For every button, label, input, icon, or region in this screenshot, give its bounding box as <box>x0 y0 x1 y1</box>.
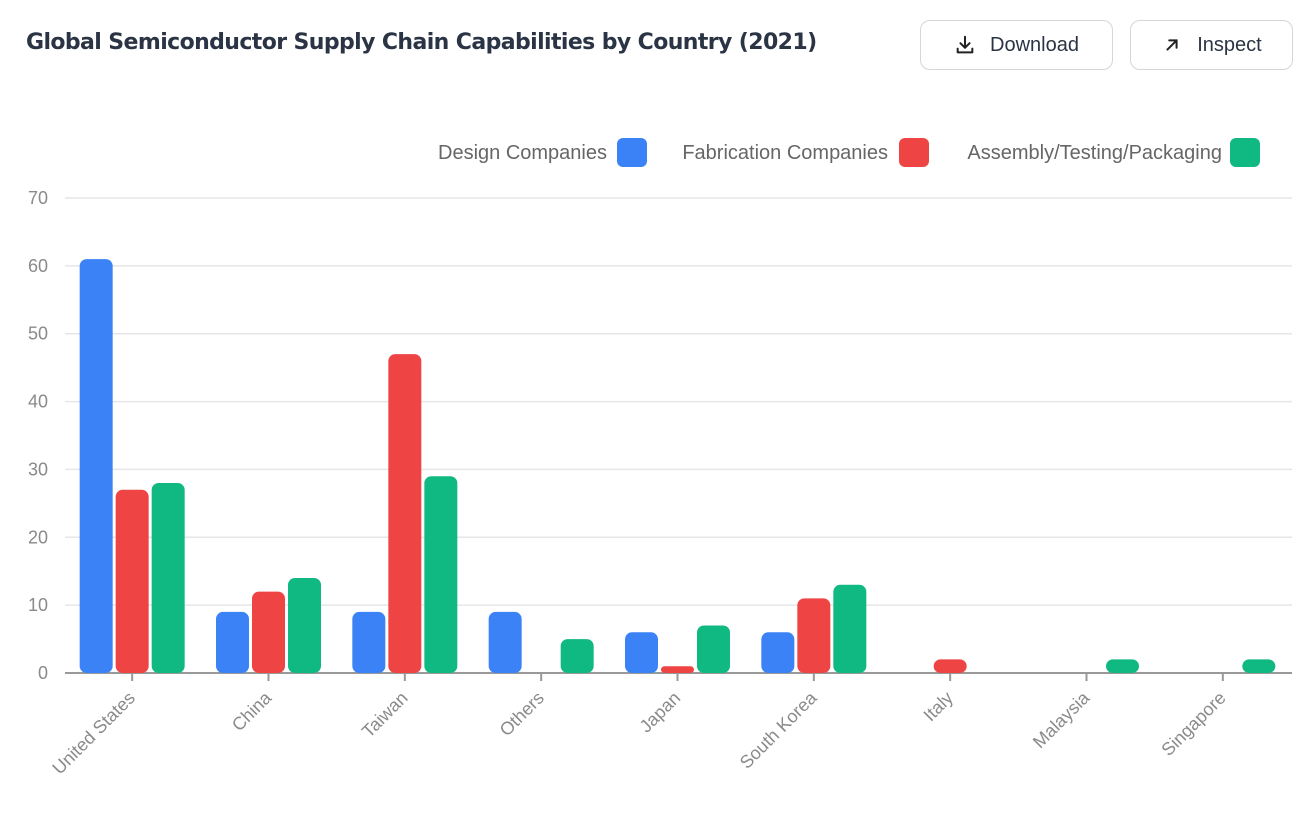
bar-assembly-testing-packaging-taiwan[interactable] <box>424 476 458 673</box>
y-tick-label: 10 <box>28 595 48 615</box>
bar-assembly-testing-packaging-singapore[interactable] <box>1242 659 1276 673</box>
bar-fabrication-companies-south-korea[interactable] <box>797 598 831 673</box>
bar-assembly-testing-packaging-malaysia[interactable] <box>1106 659 1139 673</box>
inspect-button[interactable]: Inspect <box>1130 20 1293 70</box>
bar-fabrication-companies-taiwan[interactable] <box>388 354 422 673</box>
chart-title: Global Semiconductor Supply Chain Capabi… <box>26 30 817 55</box>
y-tick-label: 20 <box>28 527 48 547</box>
bar-design-companies-others[interactable] <box>488 611 522 673</box>
y-tick-label: 30 <box>28 459 48 479</box>
x-tick-label: Others <box>496 688 548 740</box>
download-button[interactable]: Download <box>920 20 1113 70</box>
y-tick-label: 0 <box>38 663 48 683</box>
bar-assembly-testing-packaging-south-korea[interactable] <box>833 584 867 673</box>
x-tick-label: Singapore <box>1157 688 1229 760</box>
legend-label: Fabrication Companies <box>682 142 888 164</box>
x-tick-label: Japan <box>636 688 685 737</box>
bar-assembly-testing-packaging-china[interactable] <box>288 578 321 673</box>
legend-label: Design Companies <box>438 142 607 164</box>
bar-fabrication-companies-japan[interactable] <box>661 666 694 673</box>
x-tick-label: Italy <box>920 688 957 725</box>
y-tick-label: 70 <box>28 188 48 208</box>
bar-design-companies-china[interactable] <box>216 611 249 673</box>
x-tick-label: China <box>228 687 276 735</box>
x-tick-label: Malaysia <box>1029 687 1094 752</box>
bar-fabrication-companies-china[interactable] <box>252 591 285 673</box>
y-tick-label: 40 <box>28 392 48 412</box>
bar-assembly-testing-packaging-others[interactable] <box>560 639 594 673</box>
inspect-label: Inspect <box>1197 33 1262 56</box>
bar-design-companies-taiwan[interactable] <box>352 611 386 673</box>
bar-design-companies-south-korea[interactable] <box>761 632 795 673</box>
x-tick-label: Taiwan <box>358 688 412 742</box>
bar-fabrication-companies-italy[interactable] <box>933 659 967 673</box>
legend-swatch <box>899 138 929 167</box>
legend-label: Assembly/Testing/Packaging <box>967 142 1222 164</box>
bar-assembly-testing-packaging-japan[interactable] <box>697 625 730 674</box>
y-tick-label: 50 <box>28 324 48 344</box>
download-icon <box>956 35 974 54</box>
bar-assembly-testing-packaging-united-states[interactable] <box>151 483 185 673</box>
legend-swatch <box>617 138 647 167</box>
arrow-up-right-icon <box>1166 39 1178 51</box>
bar-fabrication-companies-united-states[interactable] <box>115 489 149 673</box>
x-tick-label: South Korea <box>736 687 822 773</box>
bar-design-companies-united-states[interactable] <box>79 259 113 673</box>
x-tick-label: United States <box>48 688 139 779</box>
bar-design-companies-japan[interactable] <box>625 632 658 673</box>
download-label: Download <box>990 33 1079 56</box>
y-tick-label: 60 <box>28 256 48 276</box>
legend-swatch <box>1230 138 1260 167</box>
